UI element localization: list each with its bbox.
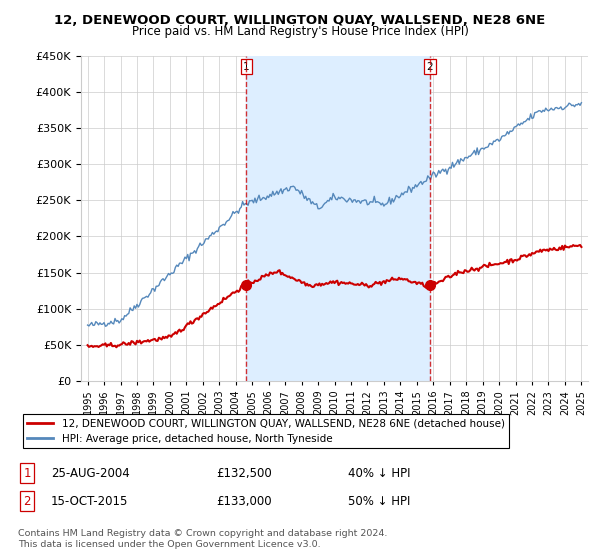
Text: £132,500: £132,500 [216, 466, 272, 480]
Bar [247, 56, 430, 381]
Text: 1: 1 [243, 62, 250, 72]
Text: £133,000: £133,000 [216, 494, 272, 508]
Text: 50% ↓ HPI: 50% ↓ HPI [348, 494, 410, 508]
Text: 1: 1 [23, 466, 31, 480]
Text: 2: 2 [427, 62, 433, 72]
Text: Price paid vs. HM Land Registry's House Price Index (HPI): Price paid vs. HM Land Registry's House … [131, 25, 469, 38]
Text: 2: 2 [23, 494, 31, 508]
Text: 40% ↓ HPI: 40% ↓ HPI [348, 466, 410, 480]
Text: 25-AUG-2004: 25-AUG-2004 [51, 466, 130, 480]
Text: 15-OCT-2015: 15-OCT-2015 [51, 494, 128, 508]
Legend: 12, DENEWOOD COURT, WILLINGTON QUAY, WALLSEND, NE28 6NE (detached house), HPI: A: 12, DENEWOOD COURT, WILLINGTON QUAY, WAL… [23, 414, 509, 448]
Text: 12, DENEWOOD COURT, WILLINGTON QUAY, WALLSEND, NE28 6NE: 12, DENEWOOD COURT, WILLINGTON QUAY, WAL… [55, 14, 545, 27]
Text: Contains HM Land Registry data © Crown copyright and database right 2024.
This d: Contains HM Land Registry data © Crown c… [18, 529, 388, 549]
